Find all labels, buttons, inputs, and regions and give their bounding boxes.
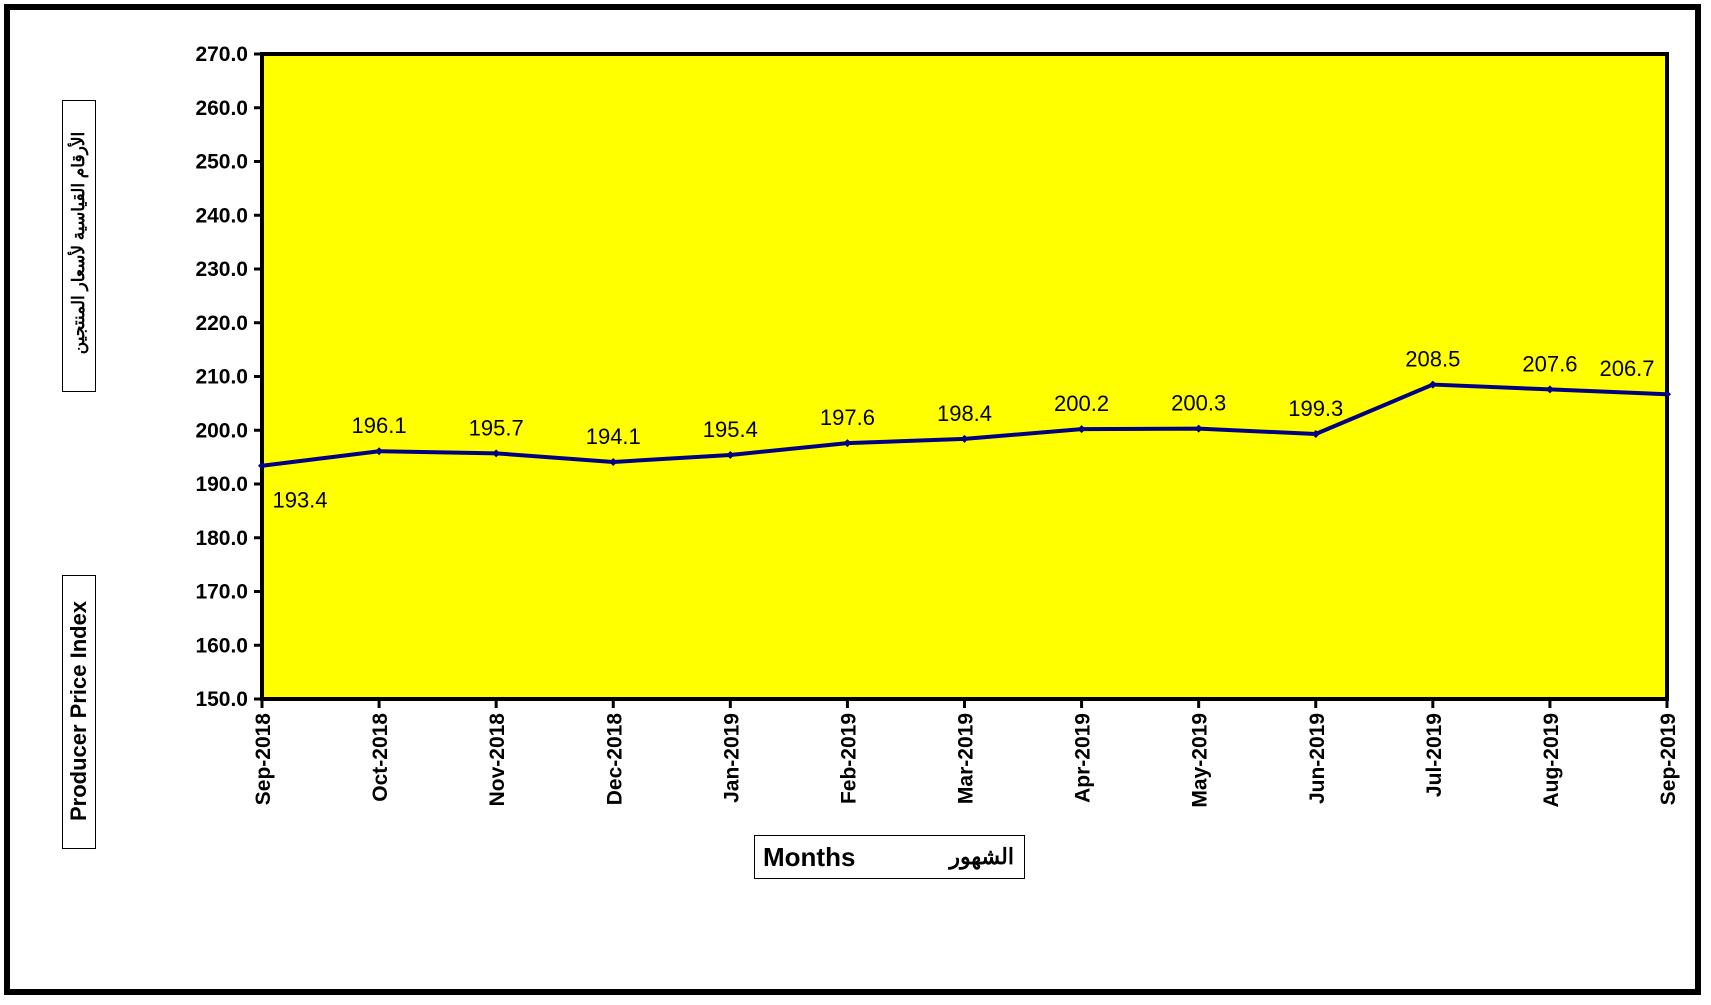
data-label: 207.6 xyxy=(1522,351,1577,376)
data-point xyxy=(1194,424,1203,433)
data-label: 200.3 xyxy=(1171,391,1226,416)
y-tick-label: 240.0 xyxy=(195,204,248,227)
data-label: 199.3 xyxy=(1288,396,1343,421)
x-tick-label: Sep-2018 xyxy=(252,713,275,806)
data-label: 198.4 xyxy=(937,401,992,426)
data-label: 196.1 xyxy=(352,413,407,438)
data-label: 208.5 xyxy=(1405,347,1460,372)
data-point xyxy=(1077,425,1086,434)
y-tick-label: 190.0 xyxy=(195,473,248,496)
x-axis-title-box: Months الشهور xyxy=(754,835,1025,879)
y-tick-label: 220.0 xyxy=(195,312,248,335)
data-point xyxy=(1311,430,1320,439)
y-tick-label: 250.0 xyxy=(195,151,248,174)
series-group xyxy=(258,380,1671,470)
data-label: 194.1 xyxy=(586,424,641,449)
data-point xyxy=(1545,385,1554,394)
x-tick-label: Mar-2019 xyxy=(955,713,978,804)
x-tick-label: May-2019 xyxy=(1189,713,1212,808)
y-tick-label: 160.0 xyxy=(195,634,248,657)
x-tick-label: Jan-2019 xyxy=(720,713,743,803)
data-label: 195.4 xyxy=(703,417,758,442)
x-axis-title-en: Months xyxy=(763,842,856,872)
x-axis-title-ar: الشهور xyxy=(949,844,1014,869)
data-point xyxy=(258,461,266,470)
data-label: 200.2 xyxy=(1054,391,1109,416)
x-tick-label: Jul-2019 xyxy=(1423,713,1446,797)
y-axis-title-en: Producer Price Index xyxy=(66,600,91,822)
x-tick-label: Aug-2019 xyxy=(1540,713,1563,808)
x-tick-label: Feb-2019 xyxy=(837,713,860,804)
x-axis: Sep-2018 Oct-2018 Nov-2018 Dec-2018 Jan-2019… xyxy=(252,697,1680,808)
y-axis-title-en-box: Producer Price Index xyxy=(62,575,96,849)
y-axis-title-ar: الأرقام القياسية لأسعار المنتجين xyxy=(69,131,88,355)
y-tick-label: 200.0 xyxy=(195,419,248,442)
data-point xyxy=(609,457,618,466)
y-tick-label: 150.0 xyxy=(195,688,248,711)
y-axis: 150.0 160.0 170.0 180.0 190.0 200.0 210.0 220.0… xyxy=(195,43,264,711)
data-label: 195.7 xyxy=(469,415,524,440)
data-label: 193.4 xyxy=(272,488,327,513)
x-tick-label: Apr-2019 xyxy=(1072,713,1095,803)
plot-area xyxy=(260,52,1669,701)
data-point xyxy=(492,449,501,458)
y-tick-label: 230.0 xyxy=(195,258,248,281)
data-labels: 193.4 196.1 195.7 194.1 195.4 197.6 198.4 200.2… xyxy=(272,347,1654,513)
y-tick-label: 270.0 xyxy=(195,43,248,66)
x-tick-label: Nov-2018 xyxy=(486,713,509,807)
y-axis-title-ar-box: الأرقام القياسية لأسعار المنتجين xyxy=(62,100,96,392)
y-tick-label: 180.0 xyxy=(195,527,248,550)
x-tick-label: Jun-2019 xyxy=(1306,713,1329,804)
x-tick-label: Sep-2019 xyxy=(1657,713,1680,805)
data-point xyxy=(843,439,852,448)
y-tick-label: 170.0 xyxy=(195,581,248,604)
data-label: 197.6 xyxy=(820,405,875,430)
data-label: 206.7 xyxy=(1599,356,1654,381)
data-point xyxy=(960,434,969,443)
y-tick-label: 210.0 xyxy=(195,366,248,389)
data-point xyxy=(1428,380,1437,389)
data-point xyxy=(726,450,735,459)
y-tick-label: 260.0 xyxy=(195,97,248,120)
x-tick-label: Oct-2018 xyxy=(369,713,392,802)
data-point xyxy=(375,447,384,456)
data-point xyxy=(1663,390,1671,399)
x-tick-label: Dec-2018 xyxy=(603,713,626,806)
